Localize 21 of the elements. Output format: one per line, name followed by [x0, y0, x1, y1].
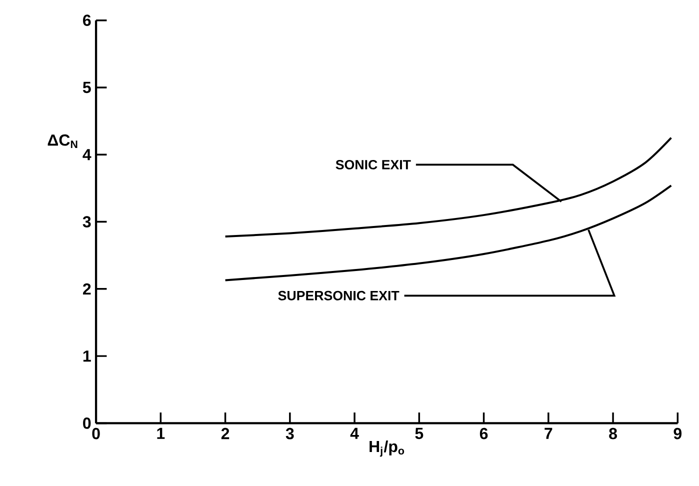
y-axis-title: ΔC$_{N}$	[48, 134, 78, 148]
y-tick-label: 2	[82, 283, 91, 294]
x-tick-label: 5	[415, 428, 424, 439]
x-tick-label: 1	[157, 428, 165, 439]
x-tick-label: 9	[674, 428, 682, 440]
y-tick-label: 0	[83, 417, 91, 429]
y-tick-label: 5	[82, 82, 91, 93]
x-axis-title: H$_{j}$/p$_{o}$	[370, 440, 404, 457]
x-tick-label: 7	[544, 428, 552, 439]
y-tick-label: 1	[83, 350, 91, 362]
y-tick-label: 3	[82, 216, 91, 228]
annotation: SONIC EXIT	[336, 160, 411, 170]
x-tick-label: 4	[350, 428, 359, 439]
x-tick-label: 8	[609, 428, 617, 440]
x-tick-label: 3	[286, 428, 294, 440]
y-tick-label: 4	[82, 149, 92, 160]
annotation: SUPERSONIC EXIT	[278, 290, 400, 300]
x-tick-label: 6	[480, 428, 488, 440]
y-tick-label: 6	[83, 14, 91, 26]
x-tick-label: 0	[92, 428, 100, 440]
x-tick-label: 2	[221, 428, 230, 439]
